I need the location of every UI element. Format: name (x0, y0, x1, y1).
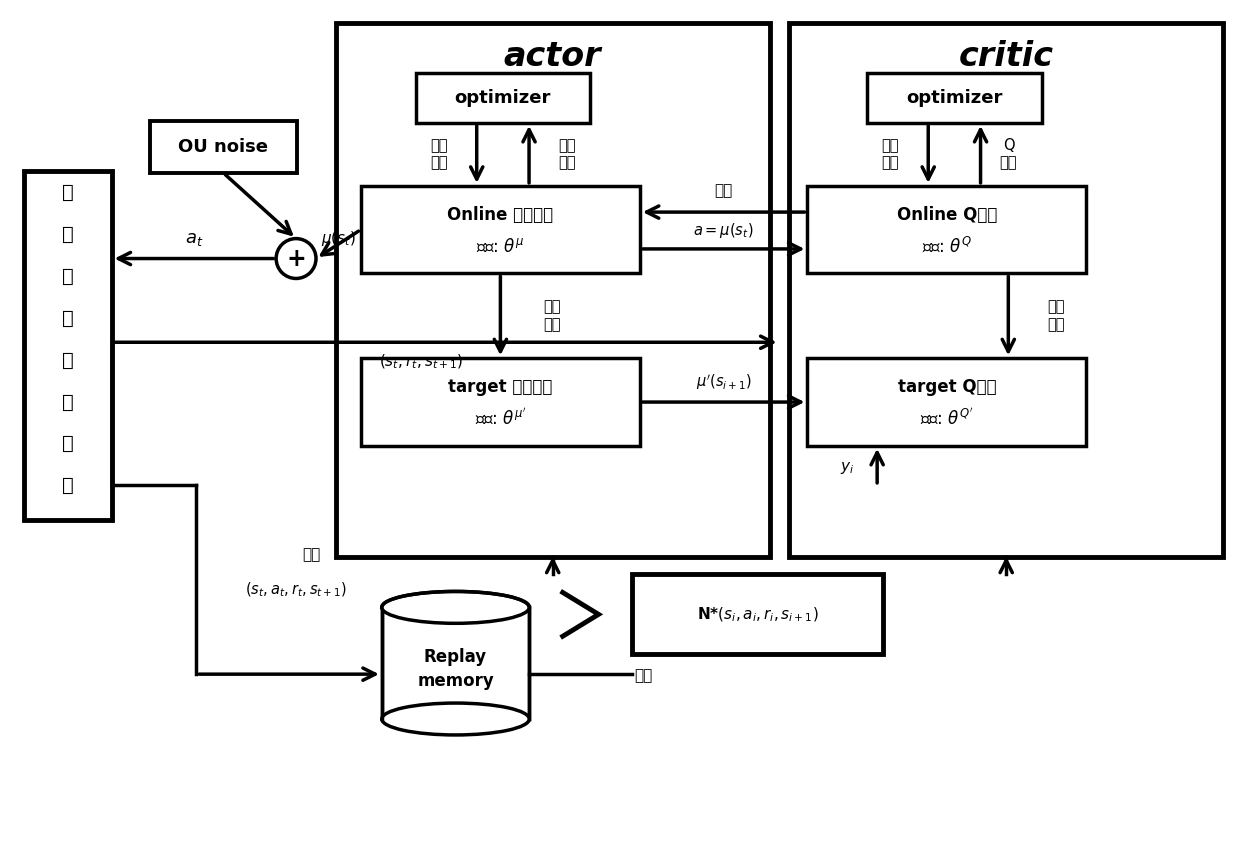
Bar (24, 171, 112, 520)
Bar (415, 73, 590, 123)
Text: 载: 载 (62, 393, 73, 411)
Text: $y_i$: $y_i$ (839, 460, 854, 476)
Text: 存储: 存储 (301, 547, 320, 562)
Text: Q
梯度: Q 梯度 (999, 138, 1017, 171)
Text: 梯度: 梯度 (714, 182, 733, 198)
Ellipse shape (382, 703, 529, 735)
Bar (336, 24, 770, 557)
Text: critic: critic (959, 40, 1054, 72)
Text: optimizer: optimizer (906, 89, 1003, 107)
Text: 逆: 逆 (62, 183, 73, 202)
Text: 策略
梯度: 策略 梯度 (558, 138, 575, 171)
Ellipse shape (382, 591, 529, 623)
Text: Online Q网络: Online Q网络 (897, 206, 997, 224)
Text: target 策略网络: target 策略网络 (448, 378, 553, 396)
Text: 变: 变 (62, 225, 73, 244)
Text: memory: memory (417, 672, 494, 690)
Text: N*$(s_i,a_i,r_i,s_{i+1})$: N*$(s_i,a_i,r_i,s_{i+1})$ (697, 606, 818, 623)
Text: 型: 型 (62, 476, 73, 495)
Text: 更新
参数: 更新 参数 (543, 299, 560, 332)
Bar (632, 574, 883, 654)
Bar (807, 358, 1086, 446)
Text: 采样: 采样 (635, 669, 652, 684)
Text: +: + (286, 246, 306, 271)
Bar (807, 186, 1086, 273)
Text: 负: 负 (62, 351, 73, 370)
Text: 更新
参数: 更新 参数 (430, 138, 448, 171)
Text: Replay: Replay (424, 648, 487, 666)
Text: $\mu'(s_{i+1})$: $\mu'(s_{i+1})$ (696, 373, 751, 392)
Text: 参数: $\theta^{\mu'}$: 参数: $\theta^{\mu'}$ (475, 409, 526, 429)
Text: 更新
参数: 更新 参数 (1048, 299, 1065, 332)
Text: 更新
参数: 更新 参数 (882, 138, 899, 171)
Text: $a=\mu(s_t)$: $a=\mu(s_t)$ (693, 221, 754, 241)
Bar (867, 73, 1042, 123)
Text: $a_t$: $a_t$ (185, 230, 203, 247)
Bar (790, 24, 1223, 557)
Text: 参数: $\theta^{Q}$: 参数: $\theta^{Q}$ (921, 237, 972, 257)
Text: 模: 模 (62, 435, 73, 453)
Text: $\mu(s_t)$: $\mu(s_t)$ (321, 229, 356, 248)
Text: $(s_t,r_t,s_{t+1})$: $(s_t,r_t,s_{t+1})$ (378, 353, 463, 372)
Text: actor: actor (503, 40, 601, 72)
Text: optimizer: optimizer (455, 89, 551, 107)
Bar (383, 607, 528, 703)
Text: 器: 器 (62, 267, 73, 286)
Text: OU noise: OU noise (179, 138, 268, 156)
Bar (361, 358, 640, 446)
Text: $(s_t,a_t,r_t,s_{t+1})$: $(s_t,a_t,r_t,s_{t+1})$ (246, 580, 347, 599)
Text: 参数: $\theta^{Q'}$: 参数: $\theta^{Q'}$ (920, 409, 973, 429)
Text: Online 策略网络: Online 策略网络 (448, 206, 553, 224)
Text: target Q网络: target Q网络 (898, 378, 996, 396)
Bar (150, 121, 298, 172)
Text: 参数: $\theta^{\mu}$: 参数: $\theta^{\mu}$ (476, 237, 525, 256)
Bar (361, 186, 640, 273)
Text: 及: 及 (62, 309, 73, 328)
